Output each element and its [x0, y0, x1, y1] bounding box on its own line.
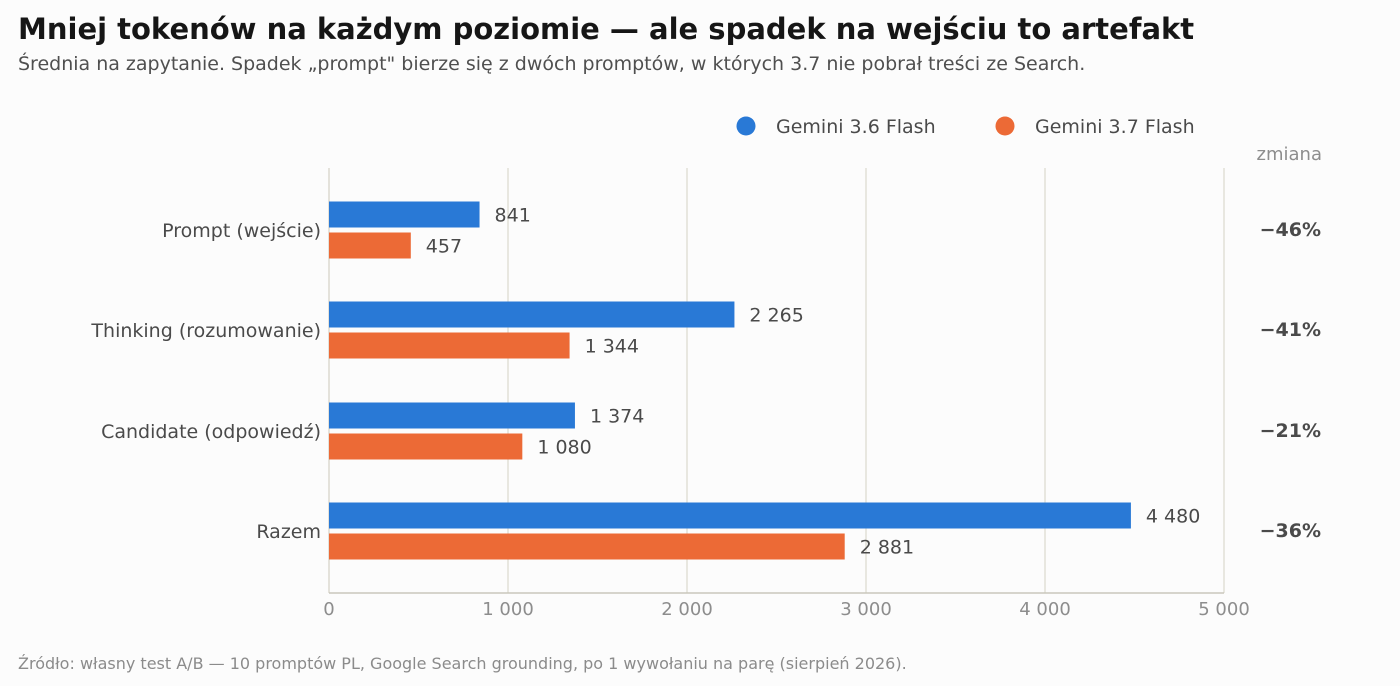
bar — [329, 332, 570, 359]
legend-marker — [736, 116, 756, 136]
data-label: 841 — [495, 205, 531, 227]
x-tick-label: 4 000 — [1019, 599, 1071, 620]
category-label: Prompt (wejście) — [162, 220, 321, 242]
category-label: Thinking (rozumowanie) — [90, 320, 321, 342]
x-tick-label: 0 — [323, 599, 334, 620]
change-header: zmiana — [1257, 144, 1322, 165]
bar — [329, 402, 575, 429]
data-label: 457 — [426, 236, 462, 258]
data-label: 1 080 — [537, 437, 591, 459]
data-label: 1 344 — [585, 336, 639, 358]
bar — [329, 301, 735, 328]
data-label: 1 374 — [590, 406, 644, 428]
change-value: −36% — [1260, 520, 1321, 542]
chart-subtitle: Średnia na zapytanie. Spadek „prompt" bi… — [18, 53, 1086, 75]
data-label: 2 881 — [860, 537, 914, 559]
bar — [329, 533, 845, 560]
x-tick-label: 2 000 — [661, 599, 713, 620]
bar — [329, 433, 523, 460]
bar — [329, 232, 411, 259]
bar — [329, 201, 480, 228]
source-note: Źródło: własny test A/B — 10 promptów PL… — [18, 654, 907, 673]
legend-label: Gemini 3.7 Flash — [1035, 116, 1195, 138]
chart-title: Mniej tokenów na każdym poziomie — ale s… — [18, 12, 1195, 46]
x-tick-label: 5 000 — [1198, 599, 1250, 620]
category-label: Candidate (odpowiedź) — [101, 421, 321, 443]
data-label: 4 480 — [1146, 506, 1200, 528]
change-value: −46% — [1260, 219, 1321, 241]
change-value: −21% — [1260, 420, 1321, 442]
bar — [329, 502, 1131, 529]
x-tick-label: 1 000 — [482, 599, 534, 620]
data-label: 2 265 — [749, 305, 803, 327]
x-tick-label: 3 000 — [840, 599, 892, 620]
legend-label: Gemini 3.6 Flash — [776, 116, 936, 138]
category-label: Razem — [256, 521, 321, 543]
change-value: −41% — [1260, 319, 1321, 341]
legend-marker — [995, 116, 1015, 136]
